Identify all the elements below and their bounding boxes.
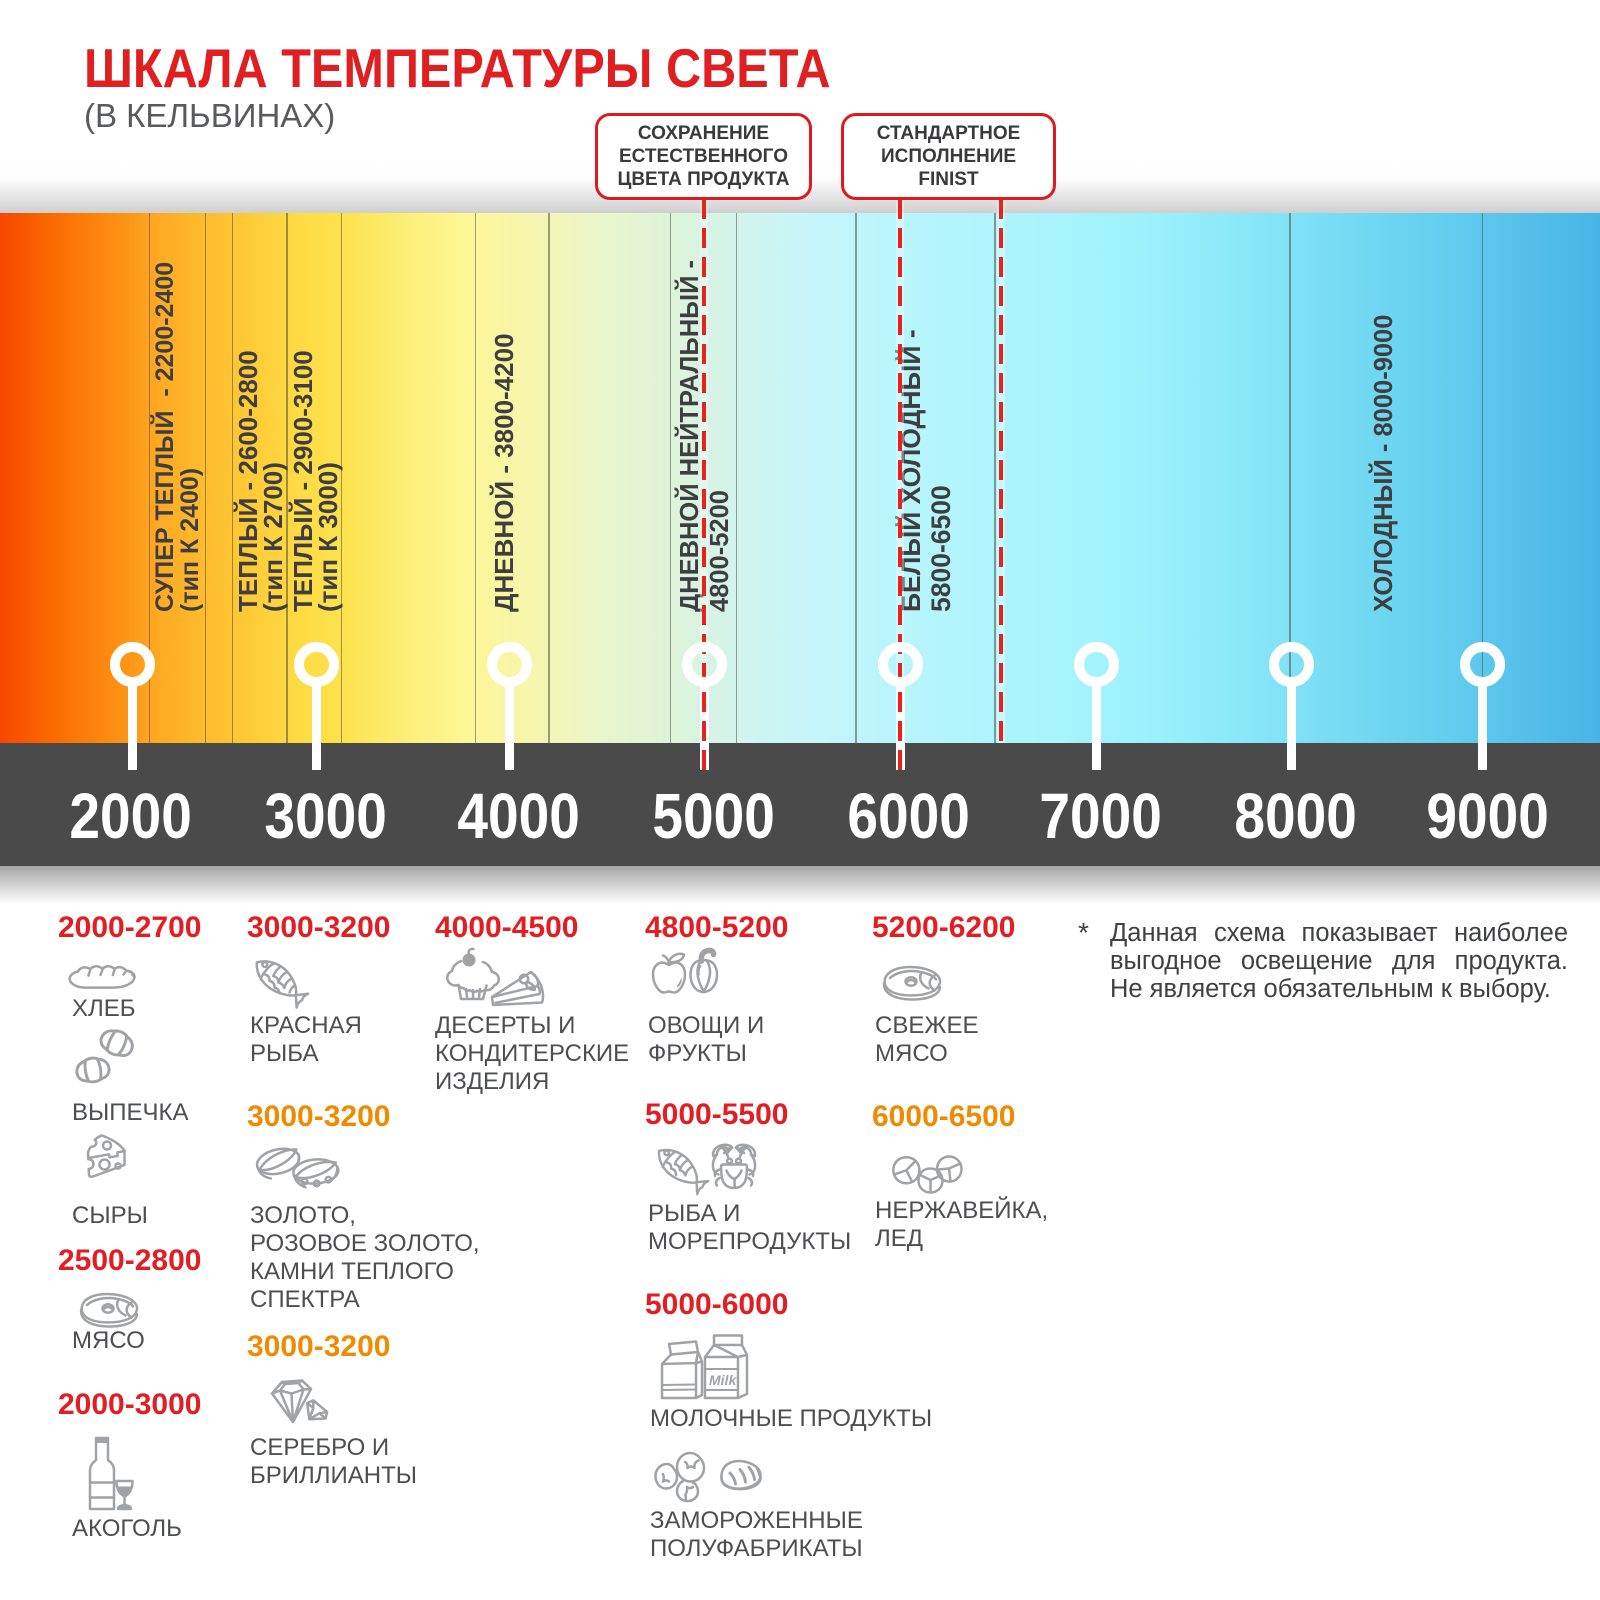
svg-text:Milk: Milk	[709, 1372, 737, 1388]
